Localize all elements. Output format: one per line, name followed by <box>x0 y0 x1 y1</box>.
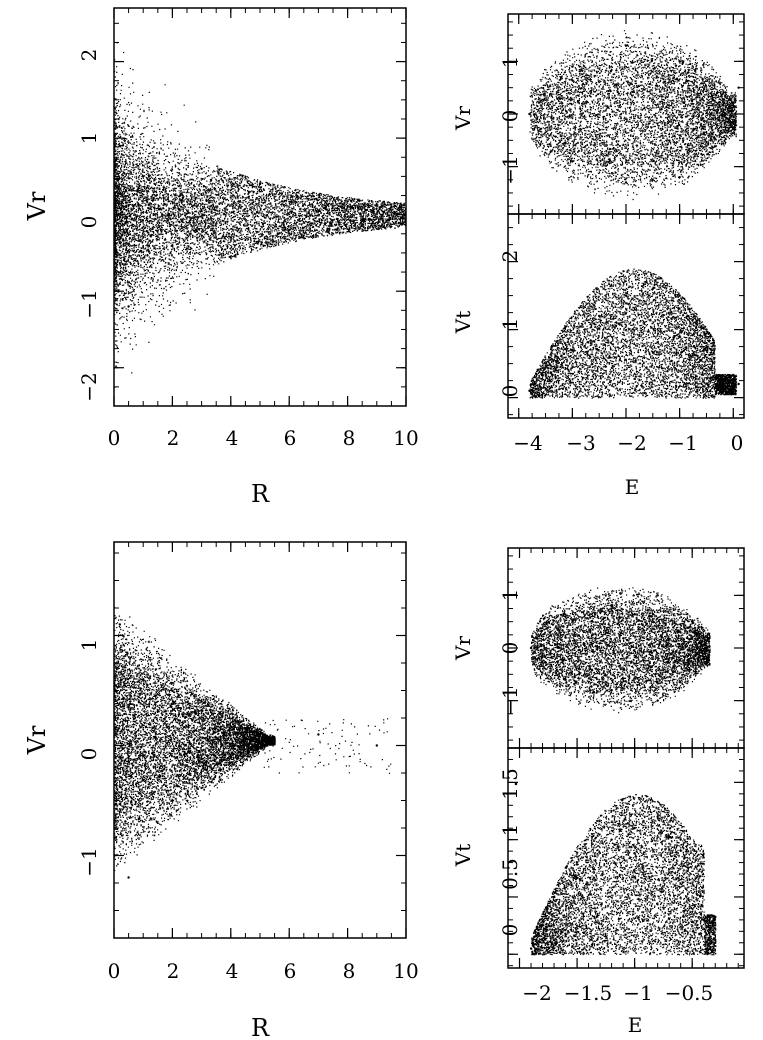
point-cloud <box>529 30 738 201</box>
y-axis-label: Vt <box>451 844 475 867</box>
y-tick-label: 2 <box>77 49 101 62</box>
y-axis-label: Vr <box>451 636 475 661</box>
x-tick-label: 0 <box>731 431 744 455</box>
y-tick-label: 1 <box>498 56 522 69</box>
x-tick-label: −1 <box>668 431 697 455</box>
y-axis-label: Vr <box>23 191 51 221</box>
data-point <box>624 181 628 184</box>
x-axis-label: E <box>625 475 640 499</box>
x-tick-label: 2 <box>167 426 180 450</box>
y-tick-label: 1.5 <box>498 768 522 800</box>
panel-top-right-vr-vs-e: −1 0 1 Vr <box>451 13 745 215</box>
data-point <box>142 175 145 178</box>
point-cloud <box>531 587 711 714</box>
data-point <box>127 305 130 308</box>
data-point <box>656 815 659 818</box>
y-tick-label: 0 <box>498 385 522 398</box>
x-tick-label: 10 <box>393 426 418 450</box>
y-tick-label: −1 <box>77 847 101 876</box>
x-tick-label: 4 <box>226 959 239 983</box>
x-tick-label: 2 <box>167 959 180 983</box>
data-point <box>705 328 708 331</box>
panel-bottom-left-vr-vs-r: 0 2 4 6 8 10 −1 0 1 R Vr <box>23 541 419 1040</box>
axes-frame <box>507 747 745 969</box>
x-tick-label: −2 <box>617 431 646 455</box>
y-tick-label: 1 <box>77 639 101 652</box>
data-point <box>737 86 740 89</box>
data-point <box>529 646 533 650</box>
y-tick-label: −1 <box>498 155 522 184</box>
data-point <box>737 382 740 386</box>
data-point <box>127 876 130 879</box>
x-tick-label: 0 <box>108 426 121 450</box>
data-point <box>679 838 682 841</box>
data-point <box>610 838 613 841</box>
data-points <box>529 587 711 714</box>
x-tick-label: −1.5 <box>564 981 613 1005</box>
x-axis-label: R <box>251 1014 270 1040</box>
y-tick-label: 1 <box>498 824 522 837</box>
panel-bottom-right-vt-vs-e: −2 −1.5 −1 −0.5 0 0.5 1 1.5 E Vt <box>451 747 745 1037</box>
x-tick-label: 6 <box>284 426 297 450</box>
y-tick-label: 1 <box>77 132 101 145</box>
point-cloud <box>114 606 392 872</box>
data-point <box>633 827 636 830</box>
data-point <box>118 623 122 626</box>
x-tick-label: 0 <box>108 959 121 983</box>
x-tick-label: −1 <box>623 981 652 1005</box>
data-point <box>375 744 378 747</box>
data-points <box>114 606 392 879</box>
x-axis-label: E <box>628 1013 643 1037</box>
y-tick-label: 0 <box>77 748 101 761</box>
data-point <box>200 167 203 170</box>
x-tick-label: 8 <box>343 426 356 450</box>
y-tick-label: 0 <box>498 924 522 937</box>
x-tick-label: −0.5 <box>665 981 714 1005</box>
x-axis-label: R <box>251 480 270 508</box>
data-points <box>114 42 406 388</box>
panel-top-right-vt-vs-e: −4 −3 −2 −1 0 0 1 2 E Vt <box>451 213 745 499</box>
y-tick-label: −2 <box>77 372 101 401</box>
x-tick-label: 10 <box>393 959 418 983</box>
y-tick-label: −1 <box>77 289 101 318</box>
point-cloud <box>114 42 406 388</box>
data-point <box>317 733 320 736</box>
data-point <box>702 918 705 922</box>
y-tick-label: 0 <box>498 110 522 123</box>
data-points <box>528 30 740 201</box>
y-axis-label: Vr <box>23 725 51 755</box>
x-tick-label: 8 <box>343 959 356 983</box>
data-point <box>656 699 659 702</box>
y-axis-label: Vr <box>451 106 475 131</box>
point-cloud <box>531 794 717 956</box>
x-tick-label: −4 <box>513 431 542 455</box>
y-axis-label: Vt <box>451 311 475 334</box>
data-points <box>528 268 740 399</box>
x-tick-label: 4 <box>226 426 239 450</box>
y-tick-label: 1 <box>498 318 522 331</box>
point-cloud <box>529 268 738 399</box>
x-tick-label: −2 <box>522 981 551 1005</box>
panel-top-left-vr-vs-r: 0 2 4 6 8 10 −2 −1 0 1 2 R Vr <box>23 7 419 508</box>
data-points <box>529 794 717 956</box>
y-tick-label: 2 <box>498 250 522 263</box>
y-tick-label: 0 <box>77 216 101 229</box>
panel-bottom-right-vr-vs-e: −1 0 1 Vr <box>451 547 745 749</box>
x-tick-label: −3 <box>566 431 595 455</box>
x-tick-label: 6 <box>284 959 297 983</box>
